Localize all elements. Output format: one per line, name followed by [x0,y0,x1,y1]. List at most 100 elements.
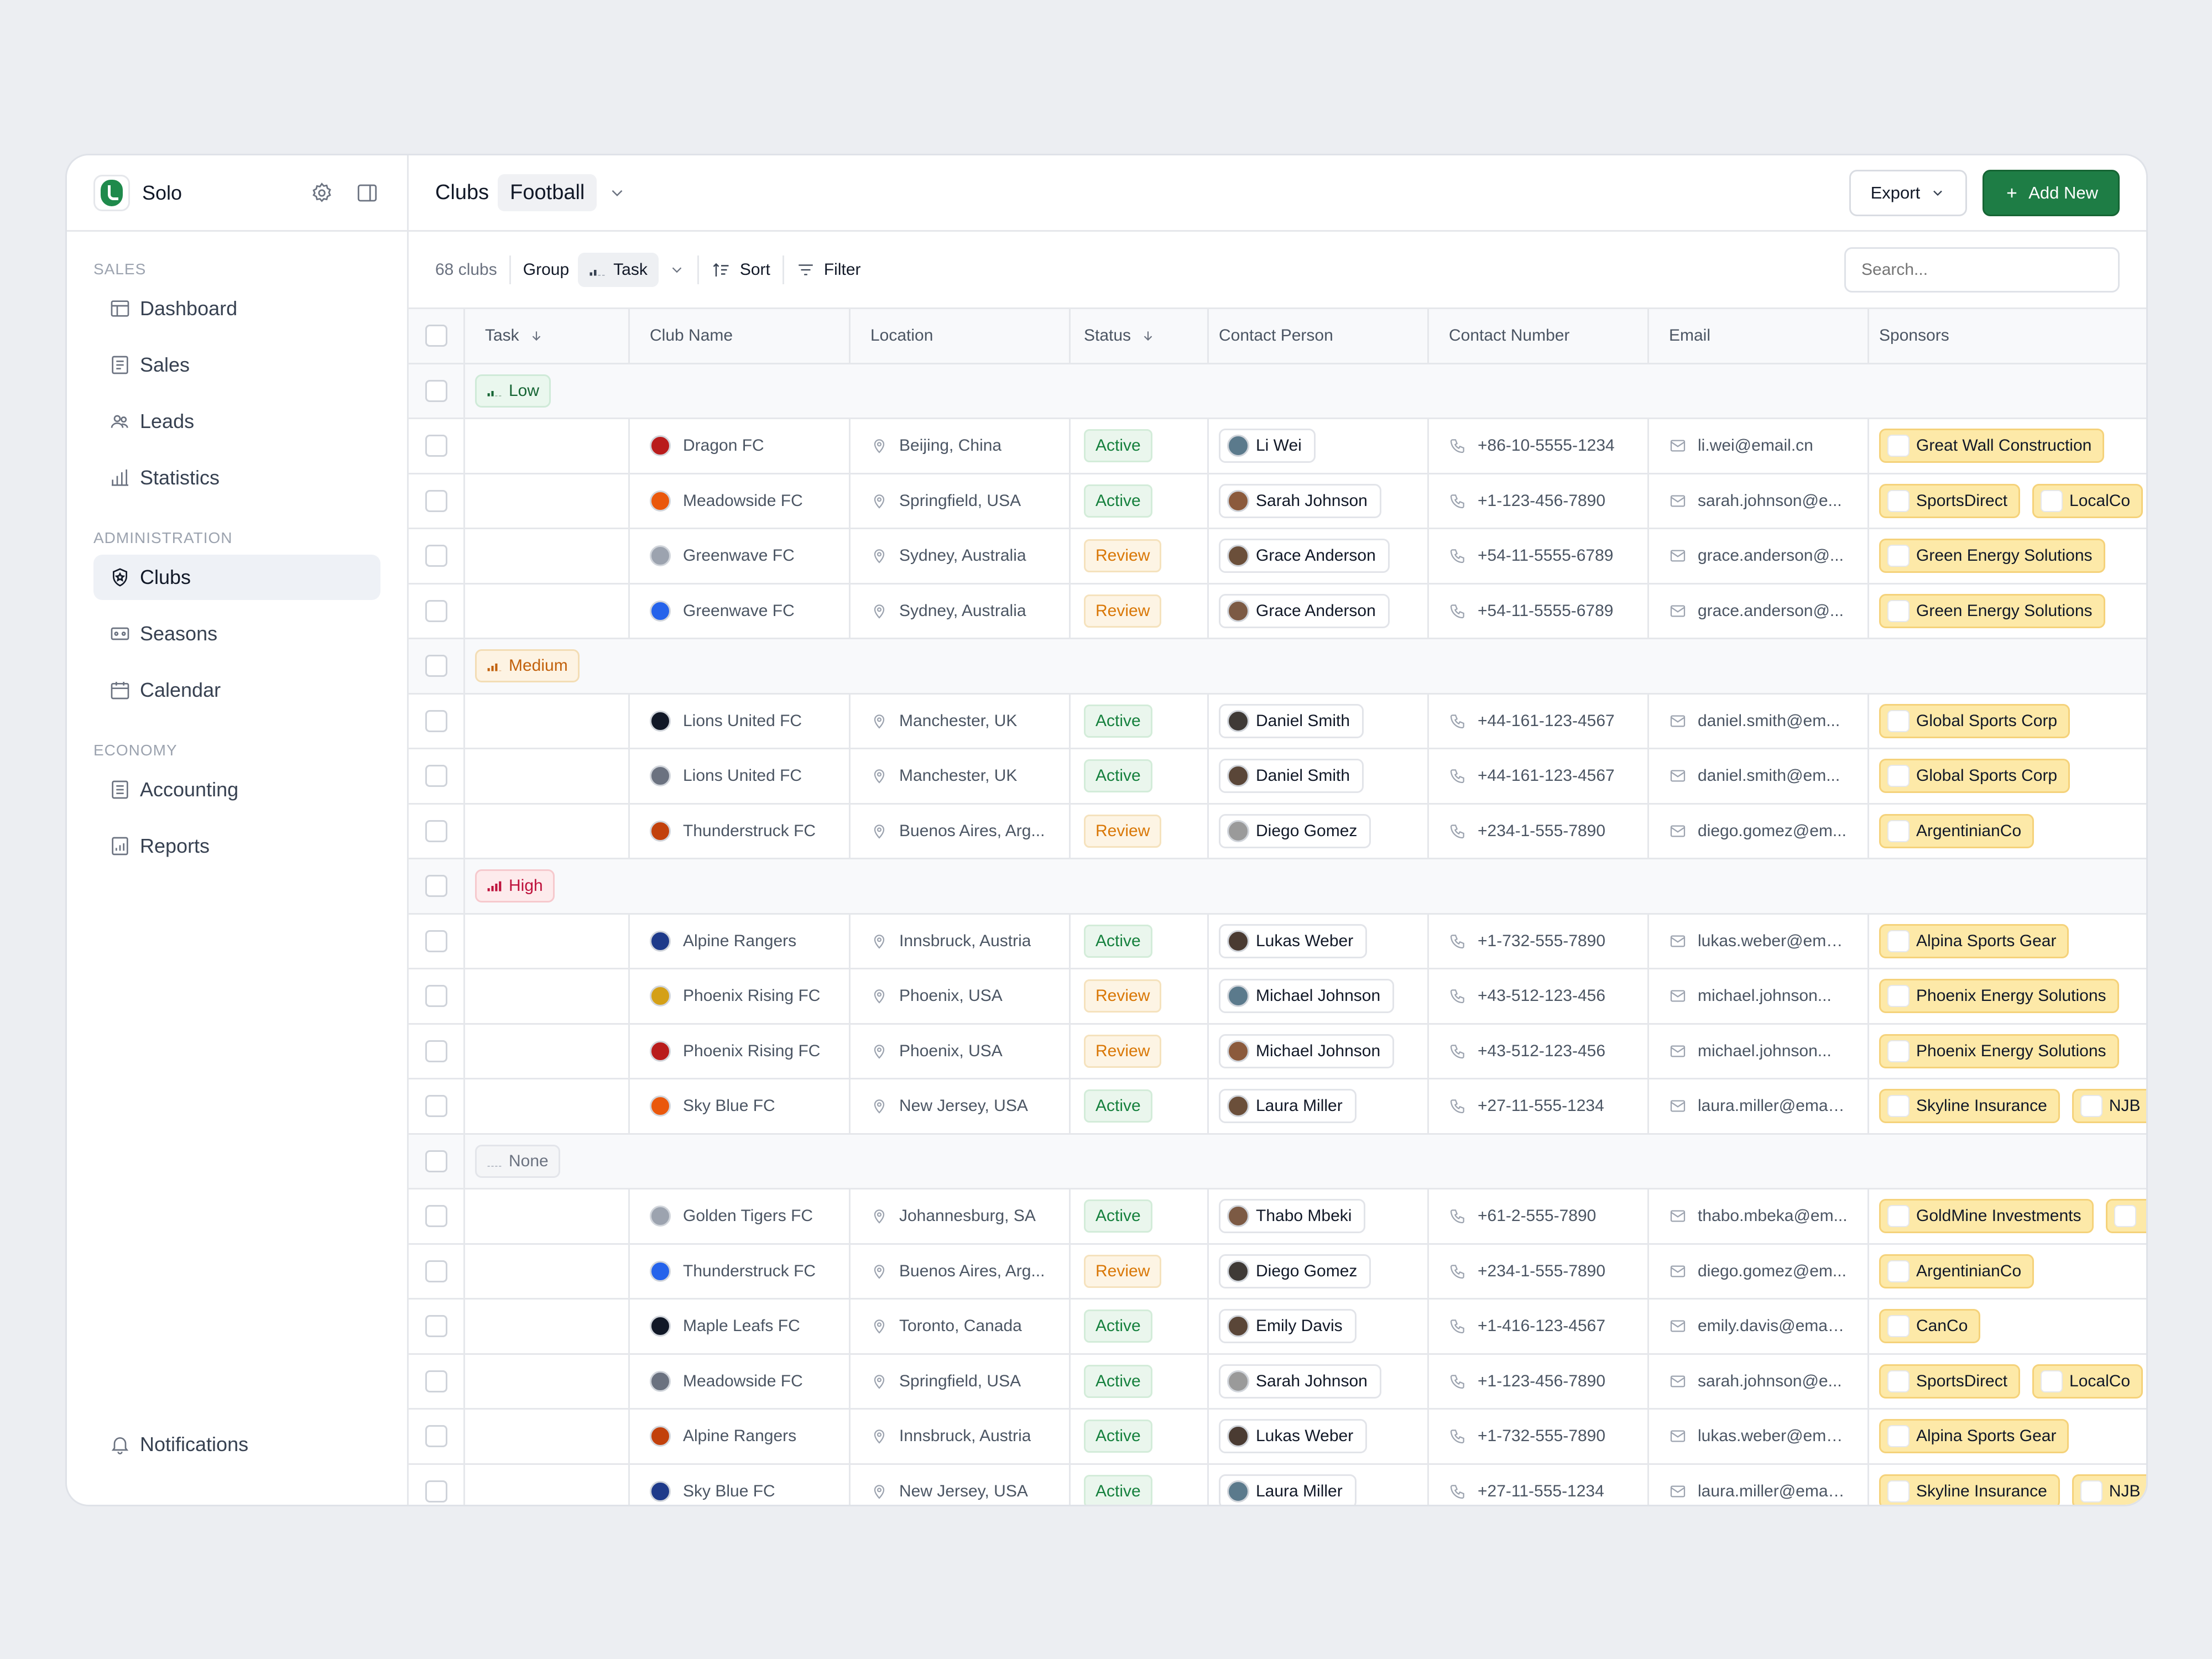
row-checkbox[interactable] [425,1315,447,1338]
table-row[interactable]: Thunderstruck FC Buenos Aires, Arg... Re… [409,1244,2146,1300]
row-checkbox[interactable] [425,875,447,898]
sponsor-chip[interactable]: Skyline Insurance [1879,1474,2060,1505]
row-checkbox[interactable] [425,1205,447,1228]
sponsor-chip[interactable]: Alpina Sports Gear [1879,924,2069,958]
table-row[interactable]: Alpine Rangers Innsbruck, Austria Active… [409,914,2146,969]
contact-person-chip[interactable]: Emily Davis [1219,1309,1357,1344]
priority-badge[interactable]: None [475,1144,560,1178]
sidebar-item-leads[interactable]: Leads [93,399,380,444]
sponsor-chip[interactable]: Global Sports Corp [1879,759,2070,794]
contact-person-chip[interactable]: Michael Johnson [1219,979,1395,1014]
table-row[interactable]: Phoenix Rising FC Phoenix, USA Review Mi… [409,1024,2146,1079]
row-checkbox[interactable] [425,545,447,567]
sponsor-chip[interactable]: SportsDirect [1879,483,2021,518]
add-new-button[interactable]: Add New [1983,169,2120,216]
export-button[interactable]: Export [1849,169,1968,216]
sponsor-chip[interactable]: NJB [2072,1474,2146,1505]
filter-button[interactable]: Filter [796,260,861,279]
chevron-down-icon[interactable] [608,184,627,202]
sidebar-item-calendar[interactable]: Calendar [93,667,380,713]
group-selector[interactable]: Task [578,252,659,287]
contact-person-chip[interactable]: Thabo Mbeki [1219,1199,1366,1234]
sidebar-item-statistics[interactable]: Statistics [93,455,380,500]
sidebar-item-notifications[interactable]: Notifications [93,1422,380,1467]
row-checkbox[interactable] [425,655,447,677]
sponsor-chip[interactable]: Green Energy Solutions [1879,539,2105,573]
chevron-down-icon[interactable] [669,262,685,278]
contact-person-chip[interactable]: Lukas Weber [1219,924,1368,958]
priority-badge[interactable]: Medium [475,649,580,683]
contact-person-chip[interactable]: Sarah Johnson [1219,483,1381,518]
contact-person-chip[interactable]: Sarah Johnson [1219,1364,1381,1399]
row-checkbox[interactable] [425,930,447,952]
row-checkbox[interactable] [425,1370,447,1392]
row-checkbox[interactable] [425,489,447,512]
sidebar-item-seasons[interactable]: Seasons [93,611,380,656]
table-row[interactable]: Thunderstruck FC Buenos Aires, Arg... Re… [409,804,2146,859]
row-checkbox[interactable] [425,765,447,787]
contact-person-chip[interactable]: Diego Gomez [1219,813,1371,848]
sponsor-chip[interactable]: GoldMine Investments [1879,1199,2094,1234]
sponsor-chip[interactable]: Green Energy Solutions [1879,593,2105,628]
sponsor-chip[interactable]: SportsDirect [1879,1364,2021,1399]
contact-person-chip[interactable]: Grace Anderson [1219,539,1390,573]
table-row[interactable]: Meadowside FC Springfield, USA Active Sa… [409,474,2146,529]
contact-person-chip[interactable]: Daniel Smith [1219,703,1364,738]
search-input[interactable] [1844,247,2120,293]
contact-person-chip[interactable]: Li Wei [1219,429,1316,463]
contact-person-chip[interactable]: Michael Johnson [1219,1034,1395,1068]
contact-person-chip[interactable]: Laura Miller [1219,1089,1357,1124]
row-checkbox[interactable] [425,985,447,1008]
row-checkbox[interactable] [425,1260,447,1282]
column-header[interactable]: Email [1649,309,1869,363]
sponsor-chip[interactable]: ArgentinianCo [1879,1254,2034,1288]
table-row[interactable]: Maple Leafs FC Toronto, Canada Active Em… [409,1300,2146,1355]
table-row[interactable]: Greenwave FC Sydney, Australia Review Gr… [409,584,2146,639]
column-header[interactable]: Club Name [630,309,851,363]
table-row[interactable]: Phoenix Rising FC Phoenix, USA Review Mi… [409,969,2146,1025]
contact-person-chip[interactable]: Grace Anderson [1219,593,1390,628]
row-checkbox[interactable] [425,1150,447,1172]
sponsor-chip[interactable]: Alpina Sports Gear [1879,1419,2069,1454]
sidebar-item-sales[interactable]: Sales [93,342,380,388]
contact-person-chip[interactable]: Laura Miller [1219,1474,1357,1505]
sponsor-chip[interactable]: NJB [2072,1089,2146,1124]
sponsor-chip[interactable] [2106,1199,2146,1234]
sponsor-chip[interactable]: LocalCo [2032,1364,2143,1399]
table-row[interactable]: Sky Blue FC New Jersey, USA Active Laura… [409,1464,2146,1505]
breadcrumb[interactable]: Clubs [435,181,489,204]
row-checkbox[interactable] [425,709,447,732]
priority-badge[interactable]: Low [475,374,551,408]
column-header[interactable]: Contact Number [1429,309,1649,363]
sidebar-item-reports[interactable]: Reports [93,823,380,869]
column-header[interactable]: Contact Person [1209,309,1429,363]
sidebar-toggle-icon[interactable] [354,180,380,206]
column-header[interactable]: Sponsors [1869,309,2146,363]
sponsor-chip[interactable]: LocalCo [2032,483,2143,518]
column-header[interactable]: Location [851,309,1071,363]
sidebar-item-dashboard[interactable]: Dashboard [93,286,380,331]
table-row[interactable]: Dragon FC Beijing, China Active Li Wei +… [409,419,2146,474]
row-checkbox[interactable] [425,435,447,457]
sponsor-chip[interactable]: Great Wall Construction [1879,429,2105,463]
row-checkbox[interactable] [425,599,447,622]
table-row[interactable]: Greenwave FC Sydney, Australia Review Gr… [409,529,2146,585]
row-checkbox[interactable] [425,1040,447,1062]
sponsor-chip[interactable]: Skyline Insurance [1879,1089,2060,1124]
sort-button[interactable]: Sort [711,260,770,280]
contact-person-chip[interactable]: Diego Gomez [1219,1254,1371,1288]
settings-gear-icon[interactable] [309,180,335,206]
row-checkbox[interactable] [425,1425,447,1448]
table-row[interactable]: Golden Tigers FC Johannesburg, SA Active… [409,1190,2146,1245]
row-checkbox[interactable] [425,379,447,402]
sponsor-chip[interactable]: Global Sports Corp [1879,703,2070,738]
row-checkbox[interactable] [425,1480,447,1503]
sponsor-chip[interactable]: CanCo [1879,1309,1981,1344]
table-row[interactable]: Alpine Rangers Innsbruck, Austria Active… [409,1410,2146,1465]
row-checkbox[interactable] [425,820,447,842]
table-row[interactable]: Lions United FC Manchester, UK Active Da… [409,694,2146,749]
table-row[interactable]: Meadowside FC Springfield, USA Active Sa… [409,1354,2146,1410]
sidebar-item-clubs[interactable]: Clubs [93,555,380,600]
table-row[interactable]: Lions United FC Manchester, UK Active Da… [409,749,2146,805]
sport-selector[interactable]: Football [498,174,597,211]
